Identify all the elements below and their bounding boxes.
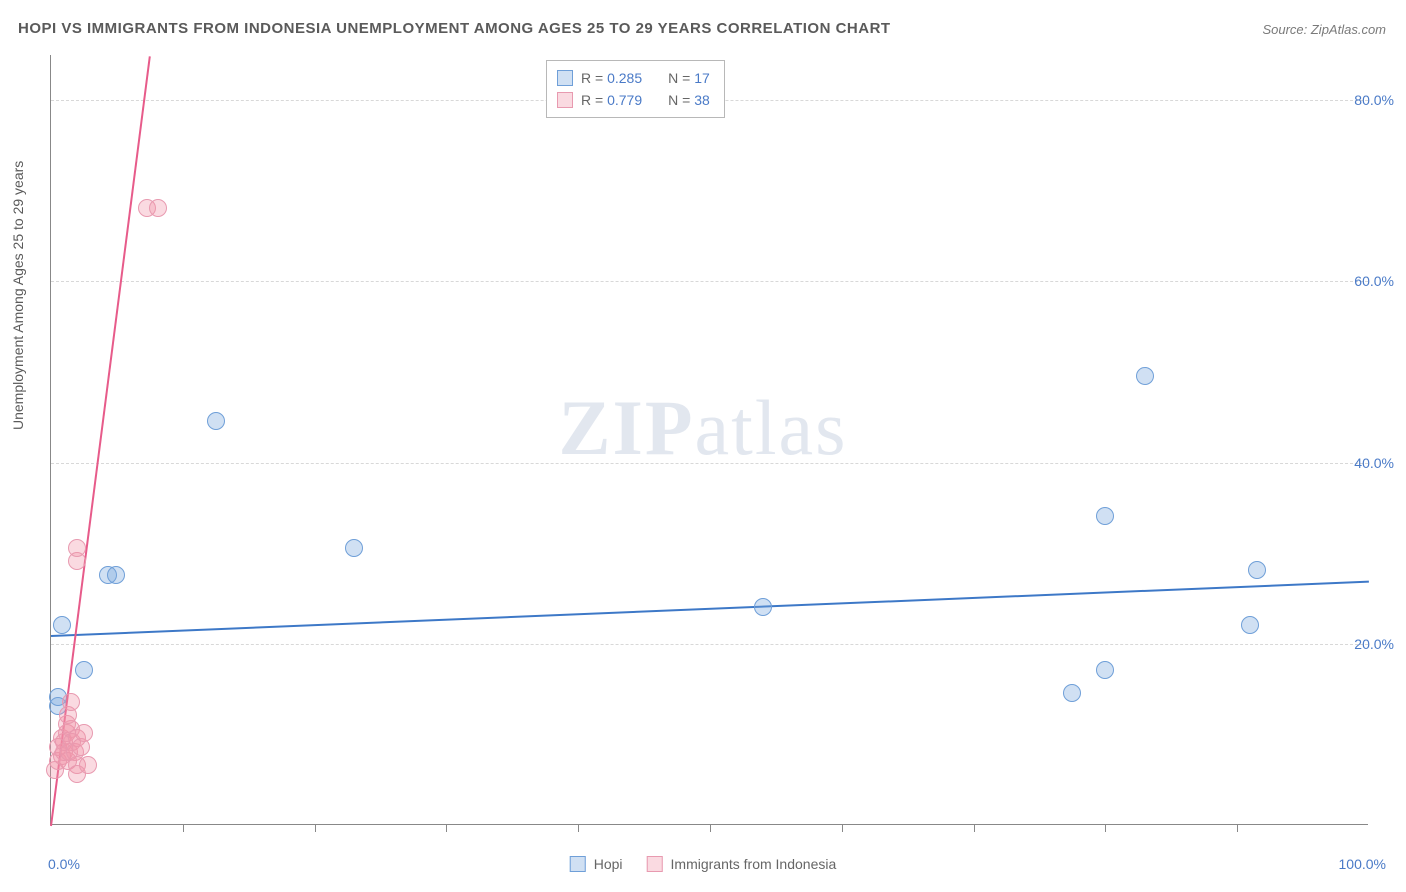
n-label: N = 38 <box>668 89 710 111</box>
series-legend-item: Immigrants from Indonesia <box>647 856 837 872</box>
data-point <box>1136 367 1154 385</box>
trend-line <box>51 580 1369 636</box>
series-name: Hopi <box>594 856 623 872</box>
correlation-legend-row: R = 0.779 N = 38 <box>557 89 710 111</box>
y-tick-label: 20.0% <box>1354 636 1394 652</box>
correlation-legend: R = 0.285 N = 17 R = 0.779 N = 38 <box>546 60 725 118</box>
x-tick <box>1105 824 1106 832</box>
data-point <box>107 566 125 584</box>
data-point <box>207 412 225 430</box>
x-tick <box>446 824 447 832</box>
data-point <box>149 199 167 217</box>
chart-title: HOPI VS IMMIGRANTS FROM INDONESIA UNEMPL… <box>18 20 891 37</box>
data-point <box>79 756 97 774</box>
x-tick <box>183 824 184 832</box>
y-axis-label: Unemployment Among Ages 25 to 29 years <box>10 161 26 430</box>
data-point <box>1096 507 1114 525</box>
legend-swatch <box>557 92 573 108</box>
x-tick <box>842 824 843 832</box>
data-point <box>1063 684 1081 702</box>
x-tick <box>1237 824 1238 832</box>
data-point <box>754 598 772 616</box>
grid-line <box>51 644 1368 645</box>
y-tick-label: 60.0% <box>1354 273 1394 289</box>
source-attribution: Source: ZipAtlas.com <box>1262 22 1386 37</box>
x-tick <box>710 824 711 832</box>
data-point <box>62 693 80 711</box>
data-point <box>1241 616 1259 634</box>
x-tick <box>578 824 579 832</box>
n-label: N = 17 <box>668 67 710 89</box>
r-label: R = 0.779 <box>581 89 642 111</box>
series-name: Immigrants from Indonesia <box>671 856 837 872</box>
x-axis-min-label: 0.0% <box>48 856 80 872</box>
data-point <box>75 661 93 679</box>
data-point <box>1096 661 1114 679</box>
series-legend: Hopi Immigrants from Indonesia <box>570 856 837 872</box>
x-tick <box>315 824 316 832</box>
data-point <box>53 616 71 634</box>
data-point <box>75 724 93 742</box>
legend-swatch <box>557 70 573 86</box>
r-label: R = 0.285 <box>581 67 642 89</box>
plot-area <box>50 55 1368 825</box>
x-axis-max-label: 100.0% <box>1339 856 1386 872</box>
legend-swatch <box>647 856 663 872</box>
grid-line <box>51 281 1368 282</box>
correlation-legend-row: R = 0.285 N = 17 <box>557 67 710 89</box>
data-point <box>68 539 86 557</box>
y-tick-label: 80.0% <box>1354 92 1394 108</box>
x-tick <box>974 824 975 832</box>
grid-line <box>51 463 1368 464</box>
series-legend-item: Hopi <box>570 856 623 872</box>
data-point <box>345 539 363 557</box>
legend-swatch <box>570 856 586 872</box>
data-point <box>1248 561 1266 579</box>
y-tick-label: 40.0% <box>1354 455 1394 471</box>
